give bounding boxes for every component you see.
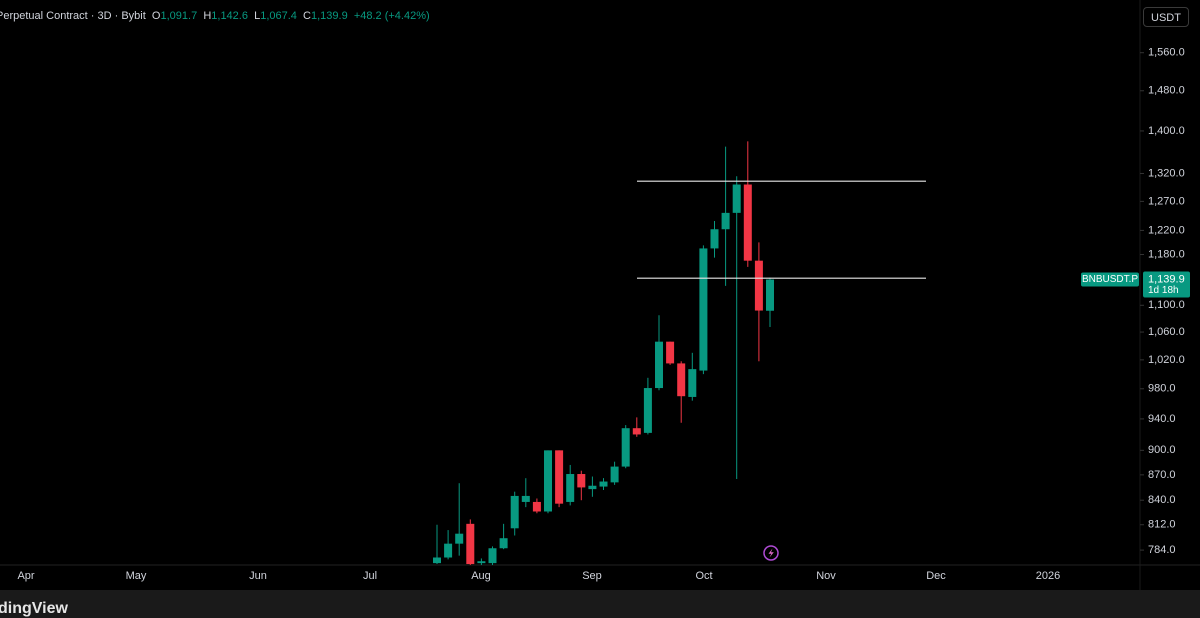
x-tick-label: Oct [695,570,712,582]
c-key: C [303,10,311,22]
candle-body [433,557,441,564]
candle-body [555,450,564,504]
x-tick-label: Nov [816,570,836,582]
candle-body [766,279,774,311]
y-tick-label: 812.0 [1148,519,1176,531]
currency-button[interactable]: USDT [1143,7,1189,27]
l-key: L [254,10,261,22]
y-tick-label: 1,320.0 [1148,167,1185,179]
candle-body [488,548,497,564]
y-tick-label: 1,220.0 [1148,224,1185,236]
x-tick-label: Aug [471,570,491,582]
candle-body [655,341,663,389]
symbol-tag: BNBUSDT.P [1082,274,1138,285]
y-tick-label: 784.0 [1148,544,1176,556]
y-tick-label: 1,270.0 [1148,195,1185,207]
symbol: Perpetual Contract · 3D · Bybit [0,10,146,22]
last-price-label: 1,139.9 [1148,273,1185,285]
candle-body [566,474,575,502]
y-tick-label: 980.0 [1148,383,1176,395]
o-value: 1,091.7 [160,10,198,22]
x-tick-label: Jun [249,570,267,582]
symbol-tag-box [1081,272,1139,287]
y-tick-label: 870.0 [1148,469,1176,481]
y-tick-label: 1,020.0 [1148,354,1185,366]
x-tick-label: Apr [17,570,34,582]
candle-body [632,428,641,435]
footer: dingView [0,590,1200,618]
candle-body [477,561,486,564]
chart: 784.0 812.0 840.0 870.0 900.0 940.0 980.0 1,020… [0,0,1200,590]
y-tick-label: 1,180.0 [1148,248,1185,260]
candle-body [577,474,586,488]
y-tick-label: 900.0 [1148,444,1176,456]
candle-body [521,495,530,502]
h-key: H [203,10,212,22]
candle-body [688,369,697,397]
brand: dingView [0,600,68,617]
candle-body [588,485,597,490]
y-tick-label: 1,400.0 [1148,125,1185,137]
lightning-icon[interactable] [763,545,779,561]
x-tick-label: Sep [582,570,602,582]
y-tick-label: 1,100.0 [1148,299,1185,311]
candle-body [621,428,630,467]
candle-body [444,543,453,558]
candle-body [699,248,708,371]
candle-body [754,260,763,311]
candle-body [466,523,475,565]
candle-body [610,466,619,483]
x-tick-label: Dec [926,570,946,582]
candle-body [544,450,552,512]
y-tick-label: 840.0 [1148,494,1176,506]
candle-body [510,495,519,529]
c-value: 1,139.9 [311,10,348,22]
l-value: 1,067.4 [260,10,297,22]
h-value: 1,142.6 [211,10,248,22]
candle-body [643,388,652,433]
candle-body [721,212,730,230]
candle-body [710,229,719,249]
price-tag-box [1143,271,1190,298]
candle-body [499,538,508,549]
candle-body [532,501,541,512]
y-tick-label: 1,480.0 [1148,85,1185,97]
x-tick-label: 2026 [1036,570,1060,582]
y-tick-label: 1,060.0 [1148,326,1185,338]
o-key: O [151,10,161,22]
x-tick-label: May [126,570,147,582]
x-tick-label: Jul [363,570,377,582]
y-tick-label: 1,560.0 [1148,47,1185,59]
candle-body [599,481,608,487]
legend-header: Perpetual Contract · 3D · Bybit O1,091.7… [0,10,430,22]
change: +48.2 (+4.42%) [353,10,430,22]
countdown: 1d 18h [1148,285,1179,296]
candle-body [455,533,464,544]
candle-body [743,184,752,261]
candle-body [677,363,686,397]
candle-body [732,184,741,213]
candle-body [666,341,675,364]
y-tick-label: 940.0 [1148,413,1176,425]
